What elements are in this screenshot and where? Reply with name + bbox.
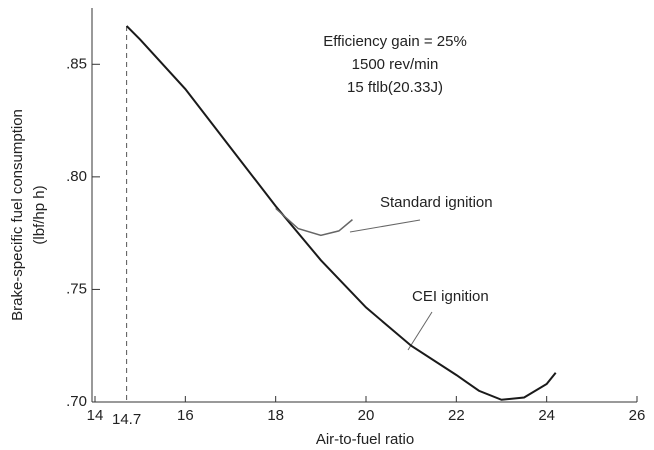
x-tick-label: 24: [538, 407, 555, 424]
x-tick-label: 18: [267, 407, 284, 424]
reference-label: 14.7: [112, 411, 141, 428]
annotation: 1500 rev/min: [352, 56, 439, 73]
y-tick-label: .85: [66, 55, 87, 72]
leader-line: [349, 219, 421, 233]
series-label: CEI ignition: [412, 288, 489, 305]
y-tick-label: .80: [66, 168, 87, 185]
x-tick-label: 16: [177, 407, 194, 424]
x-tick-label: 22: [448, 407, 465, 424]
x-tick-label: 20: [358, 407, 375, 424]
annotation: 15 ftlb(20.33J): [347, 79, 443, 96]
series-label: Standard ignition: [380, 194, 493, 211]
x-tick-label: 26: [629, 407, 646, 424]
annotation: Efficiency gain = 25%: [323, 33, 467, 50]
leader-line: [407, 311, 433, 351]
line-series: [125, 25, 557, 401]
y-axis-label: Brake-specific fuel consumption: [9, 109, 26, 321]
y-tick-label: .70: [66, 393, 87, 410]
x-tick-label: 14: [87, 407, 104, 424]
y-axis-label: (lbf/hp h): [31, 185, 48, 244]
x-axis-label: Air-to-fuel ratio: [316, 431, 414, 448]
y-tick-label: .75: [66, 280, 87, 297]
line-series: [275, 207, 353, 237]
